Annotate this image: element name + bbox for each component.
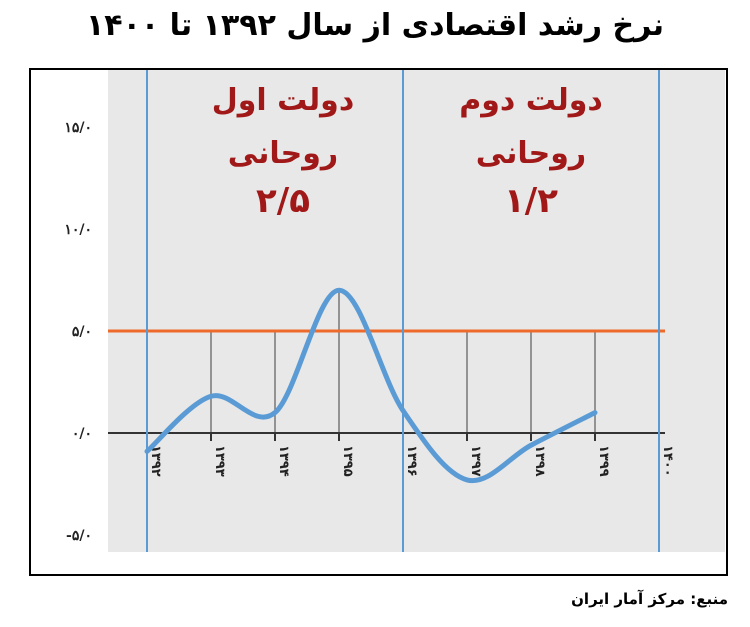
- y-tick-label: ۰/۰: [72, 426, 92, 442]
- series-line: [144, 287, 598, 484]
- y-tick-label: ۱۵/۰: [64, 120, 92, 136]
- chart-title: نرخ رشد اقتصادی از سال ۱۳۹۲ تا ۱۴۰۰: [85, 8, 665, 43]
- y-tick-label: ۱۰/۰: [64, 222, 92, 238]
- x-tick-label: ۱۳۹۸: [532, 445, 547, 477]
- era-annotation-line-2: روحانی: [228, 136, 338, 171]
- era-annotation-line-3: ۱/۲: [504, 181, 558, 221]
- source-note: منبع: مرکز آمار ایران: [571, 590, 728, 608]
- x-tick-label: ۱۳۹۶: [404, 445, 419, 477]
- x-tick-label: ۱۳۹۹: [596, 445, 611, 477]
- plot-background: [108, 70, 725, 552]
- x-tick-label: ۱۳۹۳: [212, 445, 227, 477]
- x-tick-label: ۱۳۹۴: [276, 445, 291, 477]
- era-annotation-line-1: دولت دوم: [459, 83, 603, 118]
- x-tick-label: ۱۴۰۰: [660, 445, 675, 477]
- y-tick-label: ۵/۰: [72, 324, 92, 340]
- x-tick-label: ۱۳۹۷: [468, 445, 483, 477]
- era-annotation-line-2: روحانی: [476, 136, 586, 171]
- era-annotation-line-1: دولت اول: [212, 83, 354, 118]
- x-tick-label: ۱۳۹۵: [340, 445, 355, 477]
- y-tick-label: -۵/۰: [66, 528, 92, 544]
- era-annotation-line-3: ۲/۵: [256, 181, 310, 221]
- x-tick-label: ۱۳۹۲: [148, 445, 163, 477]
